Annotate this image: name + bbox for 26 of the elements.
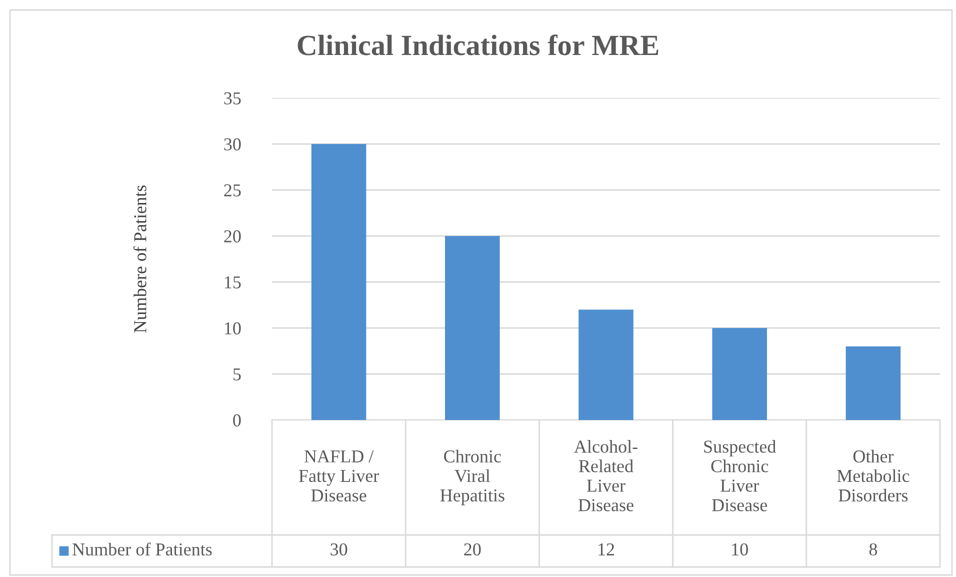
y-tick-label: 15 [224,276,241,288]
bar [445,236,500,420]
x-tick-label: Suspected Chronic Liver Disease [704,440,776,512]
y-tick-label: 5 [233,368,241,380]
y-tick-label: 10 [224,322,241,334]
x-tick-label: NAFLD / Fatty Liver Disease [298,450,380,502]
bar [846,346,901,420]
bar [311,144,366,420]
y-tick-label: 0 [233,414,241,426]
data-label: 12 [598,543,614,556]
data-label: 20 [464,543,481,556]
x-tick-label: Other Metabolic Disorders [837,450,910,502]
data-label: 8 [869,543,878,556]
bar [578,310,634,420]
y-axis-title: Numbere of Patients [133,185,146,333]
y-tick-label: 25 [224,184,241,196]
y-tick-label: 20 [224,230,241,242]
chart-title: Clinical Indications for MRE [298,34,658,56]
y-tick-label: 35 [224,92,241,104]
x-tick-label: Chronic Viral Hepatitis [440,450,504,506]
x-tick-label: Alcohol- Related Liver Disease [574,440,638,512]
y-tick-label: 30 [224,138,241,150]
legend-label: Number of Patients [72,542,212,556]
data-label: 10 [732,543,748,556]
bar [712,328,767,420]
data-label: 30 [330,543,348,556]
